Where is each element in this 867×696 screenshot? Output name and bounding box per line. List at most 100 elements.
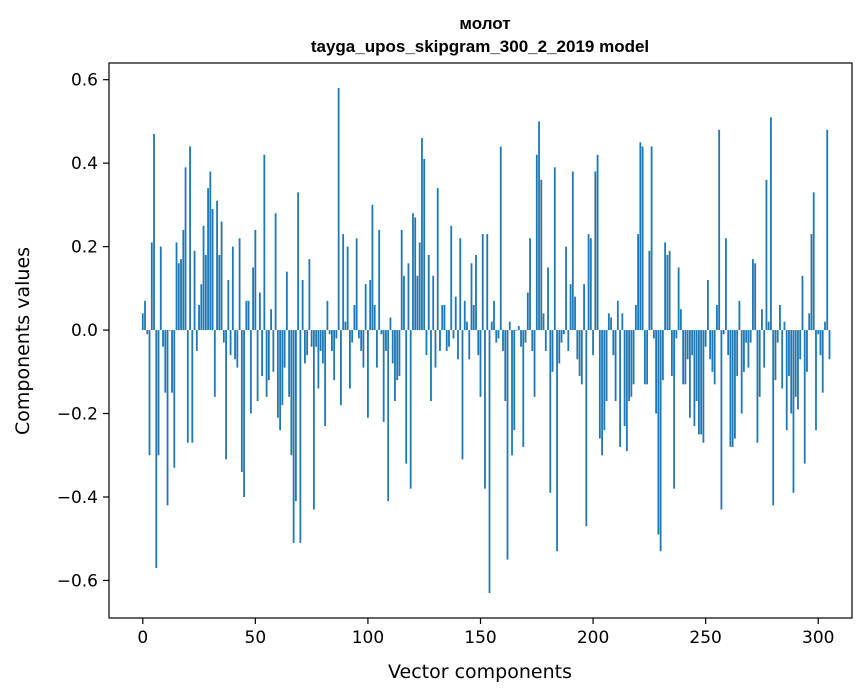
y-tick-label: −0.4 bbox=[57, 488, 98, 508]
bar-48 bbox=[249, 330, 252, 414]
bar-303 bbox=[824, 321, 826, 331]
bar-286 bbox=[785, 330, 788, 431]
bar-288 bbox=[790, 330, 793, 414]
bar-161 bbox=[504, 330, 507, 402]
bar-236 bbox=[673, 330, 676, 489]
bar-189 bbox=[567, 330, 570, 351]
bar-35 bbox=[220, 221, 223, 331]
x-tick-label: 100 bbox=[352, 628, 384, 648]
bar-265 bbox=[738, 300, 741, 331]
bar-294 bbox=[803, 330, 806, 464]
bar-86 bbox=[335, 330, 338, 339]
bar-199 bbox=[589, 238, 592, 331]
bar-305 bbox=[828, 330, 831, 360]
bar-series bbox=[141, 88, 831, 593]
bar-245 bbox=[693, 330, 696, 427]
bar-63 bbox=[283, 330, 286, 368]
bar-61 bbox=[279, 330, 282, 431]
bar-298 bbox=[812, 192, 815, 331]
plot-frame bbox=[108, 62, 853, 619]
bar-182 bbox=[551, 330, 554, 372]
bar-301 bbox=[819, 330, 822, 356]
bar-25 bbox=[198, 305, 200, 331]
bar-287 bbox=[788, 330, 790, 376]
bar-69 bbox=[297, 192, 300, 331]
y-tick-label: 0.6 bbox=[71, 71, 98, 91]
bar-17 bbox=[180, 259, 182, 331]
bar-110 bbox=[389, 317, 392, 331]
bar-266 bbox=[740, 330, 743, 414]
bar-205 bbox=[603, 330, 606, 431]
bar-18 bbox=[182, 229, 185, 331]
bar-102 bbox=[371, 204, 374, 331]
bar-208 bbox=[610, 317, 612, 331]
bar-108 bbox=[385, 330, 387, 351]
bar-58 bbox=[272, 330, 275, 372]
x-tick-label: 250 bbox=[689, 628, 721, 648]
bar-156 bbox=[493, 300, 495, 331]
bar-41 bbox=[234, 330, 236, 360]
bar-90 bbox=[344, 321, 347, 331]
bar-293 bbox=[801, 275, 804, 331]
bar-197 bbox=[585, 330, 588, 527]
bar-114 bbox=[398, 330, 401, 376]
bar-36 bbox=[222, 330, 225, 343]
y-tick-label: −0.2 bbox=[57, 405, 98, 425]
bar-97 bbox=[360, 330, 363, 351]
bar-143 bbox=[463, 300, 466, 331]
bar-68 bbox=[294, 330, 297, 502]
bar-211 bbox=[616, 300, 619, 331]
bar-165 bbox=[513, 330, 516, 431]
bar-222 bbox=[641, 146, 644, 331]
chart-subtitle: tayga_upos_skipgram_300_2_2019 model bbox=[311, 37, 649, 56]
bar-26 bbox=[200, 284, 203, 331]
bar-83 bbox=[328, 330, 331, 335]
bar-154 bbox=[488, 330, 491, 593]
bar-19 bbox=[184, 167, 187, 331]
bar-42 bbox=[236, 330, 239, 368]
bar-79 bbox=[319, 330, 322, 351]
bar-148 bbox=[475, 254, 477, 331]
bar-117 bbox=[405, 330, 408, 464]
y-tick-label: −0.6 bbox=[57, 571, 98, 591]
x-tick-label: 0 bbox=[137, 628, 148, 648]
bar-101 bbox=[369, 279, 372, 331]
bar-217 bbox=[630, 330, 633, 397]
bar-12 bbox=[168, 330, 171, 331]
bar-96 bbox=[358, 330, 360, 339]
chart-title: молот bbox=[459, 14, 510, 33]
bar-244 bbox=[691, 330, 694, 356]
bar-215 bbox=[625, 330, 628, 452]
bar-14 bbox=[173, 330, 176, 468]
bar-37 bbox=[225, 330, 227, 460]
bar-91 bbox=[346, 246, 349, 331]
axis-ticks: 0 50 100 150 200 250 300 −0.6 −0.4 −0.2 0.0 0.2 0.4 0… bbox=[57, 71, 835, 648]
bar-157 bbox=[495, 330, 498, 343]
bar-127 bbox=[427, 254, 430, 331]
bar-275 bbox=[761, 309, 763, 331]
bar-219 bbox=[634, 305, 637, 331]
bar-64 bbox=[285, 271, 288, 331]
bar-4 bbox=[150, 242, 153, 331]
bar-285 bbox=[783, 321, 786, 331]
bar-60 bbox=[276, 330, 279, 418]
bar-89 bbox=[342, 234, 345, 331]
bar-9 bbox=[162, 330, 164, 347]
bar-112 bbox=[394, 330, 396, 402]
x-tick-label: 50 bbox=[245, 628, 267, 648]
bar-39 bbox=[229, 330, 232, 356]
bar-5 bbox=[153, 133, 155, 331]
bar-122 bbox=[416, 275, 419, 331]
bar-98 bbox=[362, 330, 365, 368]
bar-78 bbox=[317, 330, 320, 389]
bar-55 bbox=[265, 330, 268, 397]
bar-7 bbox=[157, 330, 160, 456]
bar-229 bbox=[657, 330, 660, 535]
bar-73 bbox=[306, 330, 309, 356]
bar-201 bbox=[594, 171, 597, 331]
bar-241 bbox=[684, 330, 687, 385]
bar-45 bbox=[243, 330, 245, 497]
bar-186 bbox=[560, 330, 563, 343]
bar-24 bbox=[195, 330, 198, 351]
bar-214 bbox=[623, 330, 626, 427]
